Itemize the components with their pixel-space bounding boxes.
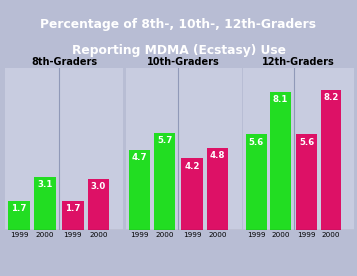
Text: 5.6: 5.6 bbox=[249, 137, 264, 147]
Text: 4.7: 4.7 bbox=[131, 153, 147, 162]
Text: Percentage of 8th-, 10th-, 12th-Graders: Percentage of 8th-, 10th-, 12th-Graders bbox=[40, 18, 317, 31]
Bar bbox=[34, 177, 56, 230]
Text: 4.2: 4.2 bbox=[184, 161, 200, 171]
Bar bbox=[207, 148, 228, 230]
Text: 1.7: 1.7 bbox=[11, 205, 27, 213]
Title: 10th-Graders: 10th-Graders bbox=[147, 57, 220, 67]
Bar bbox=[129, 150, 150, 230]
Text: 8.2: 8.2 bbox=[323, 93, 338, 102]
Bar bbox=[246, 134, 267, 230]
Text: 5.7: 5.7 bbox=[157, 136, 172, 145]
Bar bbox=[321, 90, 341, 230]
Bar bbox=[8, 201, 30, 230]
Title: 8th-Graders: 8th-Graders bbox=[31, 57, 97, 67]
Text: 3.0: 3.0 bbox=[91, 182, 106, 191]
Text: 8.1: 8.1 bbox=[273, 95, 288, 104]
Bar bbox=[296, 134, 317, 230]
Text: 4.8: 4.8 bbox=[210, 151, 225, 160]
Text: 3.1: 3.1 bbox=[37, 181, 52, 189]
Text: 1.7: 1.7 bbox=[65, 205, 80, 213]
Bar bbox=[62, 201, 84, 230]
Bar bbox=[181, 158, 203, 230]
Bar bbox=[271, 92, 291, 230]
Title: 12th-Graders: 12th-Graders bbox=[262, 57, 335, 67]
Text: Reporting MDMA (Ecstasy) Use: Reporting MDMA (Ecstasy) Use bbox=[71, 44, 286, 57]
Text: 5.6: 5.6 bbox=[299, 137, 315, 147]
Bar bbox=[87, 179, 109, 230]
Bar bbox=[154, 133, 175, 230]
